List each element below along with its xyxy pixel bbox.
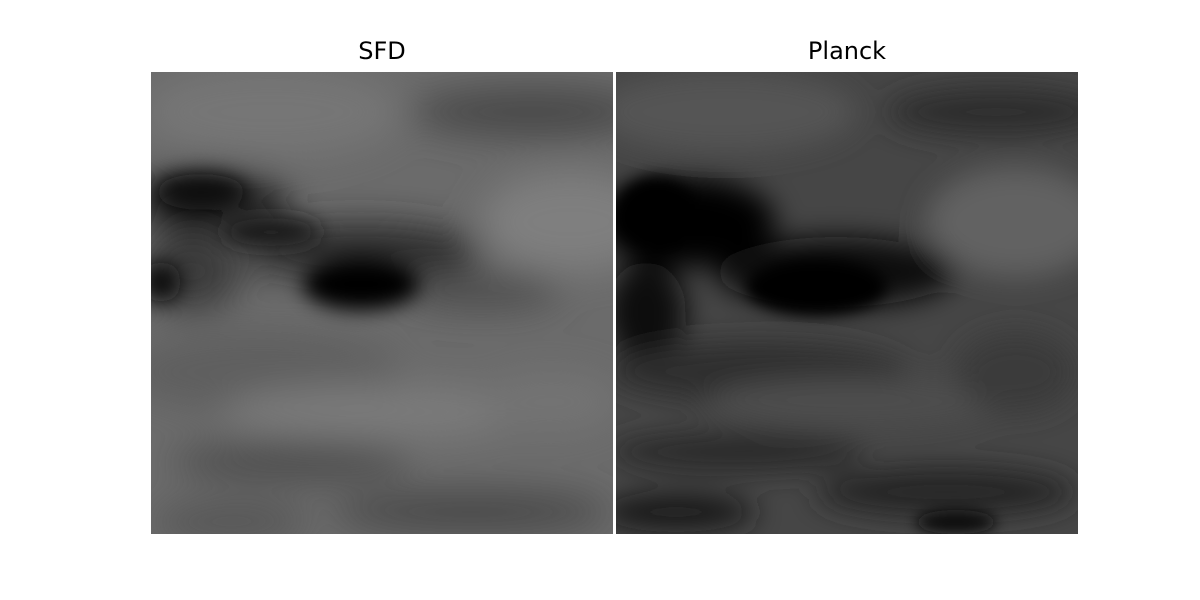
planck-dust-map-image (616, 72, 1078, 534)
panel-title-planck: Planck (807, 37, 887, 65)
panel-title-sfd: SFD (358, 37, 406, 65)
sfd-dust-map-image (151, 72, 613, 534)
